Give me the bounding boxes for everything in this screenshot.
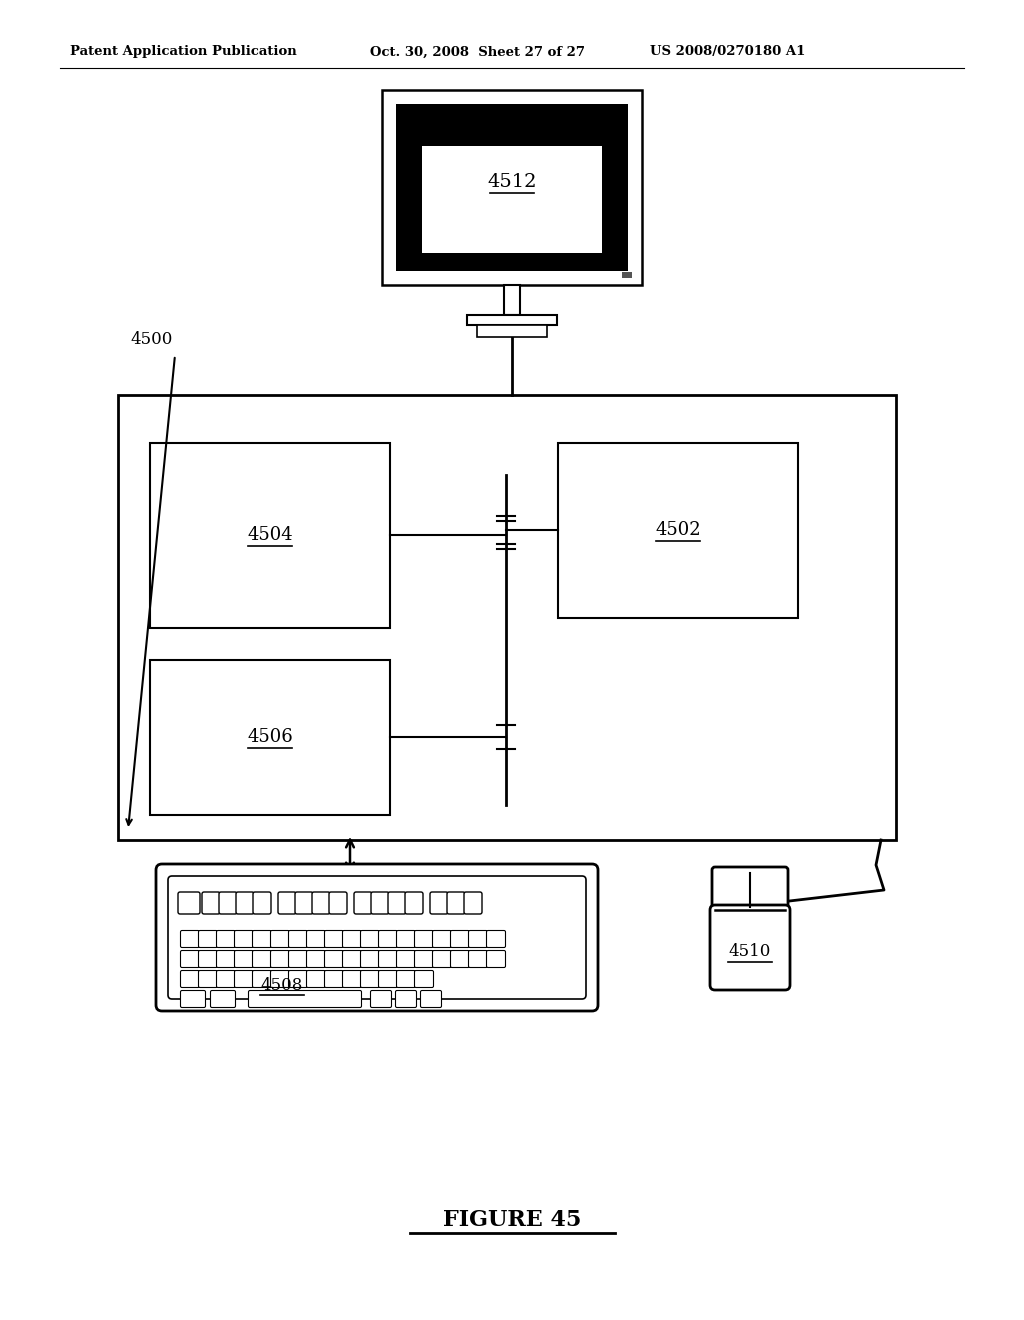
FancyBboxPatch shape	[270, 931, 290, 948]
FancyBboxPatch shape	[360, 950, 380, 968]
FancyBboxPatch shape	[421, 990, 441, 1007]
FancyBboxPatch shape	[270, 950, 290, 968]
FancyBboxPatch shape	[216, 970, 236, 987]
Bar	[504, 285, 520, 315]
FancyBboxPatch shape	[216, 950, 236, 968]
FancyBboxPatch shape	[234, 970, 254, 987]
FancyBboxPatch shape	[199, 931, 217, 948]
FancyBboxPatch shape	[342, 970, 361, 987]
FancyBboxPatch shape	[395, 990, 417, 1007]
FancyBboxPatch shape	[396, 931, 416, 948]
FancyBboxPatch shape	[199, 970, 217, 987]
FancyBboxPatch shape	[342, 950, 361, 968]
FancyBboxPatch shape	[432, 931, 452, 948]
Bar	[150, 660, 390, 814]
FancyBboxPatch shape	[486, 950, 506, 968]
FancyBboxPatch shape	[406, 892, 423, 913]
FancyBboxPatch shape	[325, 950, 343, 968]
FancyBboxPatch shape	[379, 950, 397, 968]
FancyBboxPatch shape	[325, 931, 343, 948]
FancyBboxPatch shape	[354, 892, 372, 913]
FancyBboxPatch shape	[432, 950, 452, 968]
FancyBboxPatch shape	[447, 892, 465, 913]
FancyBboxPatch shape	[379, 931, 397, 948]
Text: Patent Application Publication: Patent Application Publication	[70, 45, 297, 58]
FancyBboxPatch shape	[219, 892, 237, 913]
FancyBboxPatch shape	[234, 931, 254, 948]
FancyBboxPatch shape	[289, 950, 307, 968]
FancyBboxPatch shape	[325, 970, 343, 987]
Text: 4500: 4500	[130, 331, 172, 348]
FancyBboxPatch shape	[178, 892, 200, 913]
Text: US 2008/0270180 A1: US 2008/0270180 A1	[650, 45, 805, 58]
FancyBboxPatch shape	[168, 876, 586, 999]
FancyBboxPatch shape	[469, 950, 487, 968]
FancyBboxPatch shape	[211, 990, 236, 1007]
FancyBboxPatch shape	[306, 931, 326, 948]
FancyBboxPatch shape	[312, 892, 330, 913]
FancyBboxPatch shape	[180, 970, 200, 987]
FancyBboxPatch shape	[180, 931, 200, 948]
FancyBboxPatch shape	[234, 950, 254, 968]
FancyBboxPatch shape	[202, 892, 220, 913]
Bar	[422, 147, 602, 253]
FancyBboxPatch shape	[253, 931, 271, 948]
FancyBboxPatch shape	[249, 990, 361, 1007]
Text: 4504: 4504	[247, 525, 293, 544]
Text: 4512: 4512	[487, 173, 537, 191]
FancyBboxPatch shape	[216, 931, 236, 948]
FancyBboxPatch shape	[306, 950, 326, 968]
FancyBboxPatch shape	[236, 892, 254, 913]
FancyBboxPatch shape	[270, 970, 290, 987]
FancyBboxPatch shape	[253, 970, 271, 987]
Bar	[467, 315, 557, 325]
Text: 4508: 4508	[261, 977, 303, 994]
FancyBboxPatch shape	[396, 950, 416, 968]
FancyBboxPatch shape	[253, 950, 271, 968]
FancyBboxPatch shape	[430, 892, 449, 913]
FancyBboxPatch shape	[180, 990, 206, 1007]
FancyBboxPatch shape	[360, 931, 380, 948]
FancyBboxPatch shape	[371, 892, 389, 913]
FancyBboxPatch shape	[469, 931, 487, 948]
FancyBboxPatch shape	[180, 950, 200, 968]
FancyBboxPatch shape	[199, 950, 217, 968]
Text: 4510: 4510	[729, 944, 771, 961]
Text: 4502: 4502	[655, 521, 700, 539]
FancyBboxPatch shape	[451, 950, 469, 968]
FancyBboxPatch shape	[388, 892, 406, 913]
FancyBboxPatch shape	[371, 990, 391, 1007]
FancyBboxPatch shape	[451, 931, 469, 948]
FancyBboxPatch shape	[464, 892, 482, 913]
FancyBboxPatch shape	[710, 906, 790, 990]
FancyBboxPatch shape	[329, 892, 347, 913]
Bar	[396, 104, 628, 271]
FancyBboxPatch shape	[415, 950, 433, 968]
Text: Oct. 30, 2008  Sheet 27 of 27: Oct. 30, 2008 Sheet 27 of 27	[370, 45, 585, 58]
FancyBboxPatch shape	[360, 970, 380, 987]
FancyBboxPatch shape	[379, 970, 397, 987]
FancyBboxPatch shape	[253, 892, 271, 913]
Bar	[150, 444, 390, 628]
FancyBboxPatch shape	[712, 867, 788, 913]
FancyBboxPatch shape	[486, 931, 506, 948]
FancyBboxPatch shape	[156, 865, 598, 1011]
Bar	[558, 444, 798, 618]
Text: FIGURE 45: FIGURE 45	[442, 1209, 582, 1232]
FancyBboxPatch shape	[295, 892, 313, 913]
Bar	[477, 325, 547, 337]
FancyBboxPatch shape	[415, 970, 433, 987]
FancyBboxPatch shape	[289, 970, 307, 987]
FancyBboxPatch shape	[342, 931, 361, 948]
FancyBboxPatch shape	[278, 892, 296, 913]
Bar	[382, 90, 642, 285]
Bar	[118, 395, 896, 840]
Text: 4506: 4506	[247, 729, 293, 746]
FancyBboxPatch shape	[289, 931, 307, 948]
Bar	[622, 272, 632, 279]
FancyBboxPatch shape	[396, 970, 416, 987]
FancyBboxPatch shape	[415, 931, 433, 948]
FancyBboxPatch shape	[306, 970, 326, 987]
